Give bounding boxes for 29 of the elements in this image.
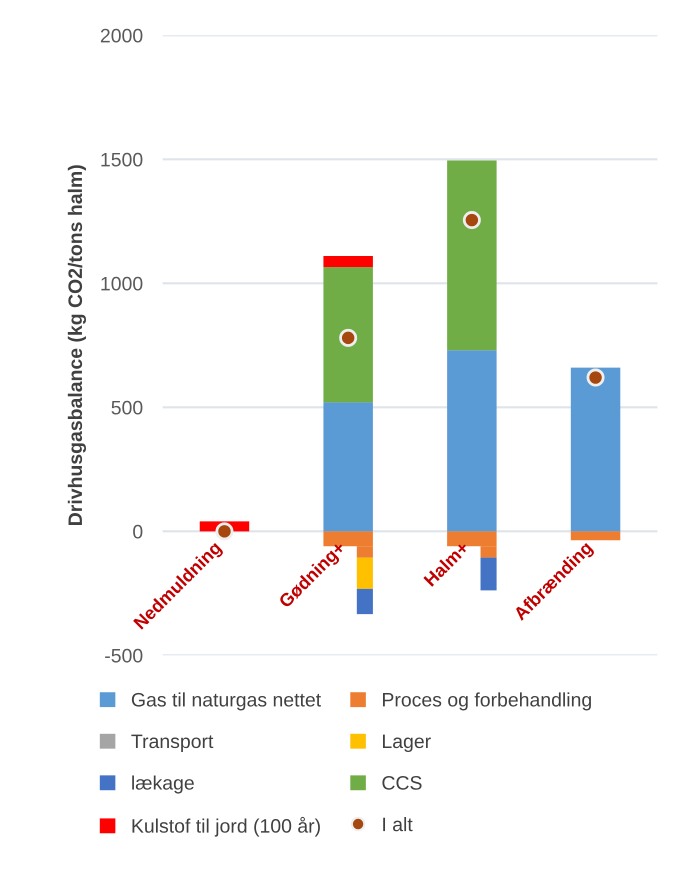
bar <box>323 256 373 268</box>
legend-label: Transport <box>131 734 214 752</box>
y-tick-label: -500 <box>105 648 142 663</box>
y-tick-label: 0 <box>133 524 142 539</box>
point <box>586 368 605 387</box>
y-tick-label: 1500 <box>101 152 142 167</box>
legend-label: Lager <box>383 734 431 752</box>
point <box>462 211 481 230</box>
point <box>339 328 358 347</box>
y-tick-label: 2000 <box>100 28 142 43</box>
bar <box>570 368 620 532</box>
bar <box>356 588 373 614</box>
bar <box>447 160 497 350</box>
point <box>215 522 234 540</box>
bar <box>356 558 373 589</box>
legend-label: CCS <box>382 776 422 790</box>
legend-label: Gas til naturgas nettet <box>132 692 322 710</box>
legend-label: I alt <box>383 817 413 832</box>
bar <box>447 350 497 532</box>
bar <box>480 558 497 590</box>
legend-label: lækage <box>132 775 194 794</box>
y-axis-title: Drivhusgasbalance (kg CO2/tons halm) <box>68 165 86 525</box>
bar <box>323 267 373 402</box>
legend-label: Proces og forbehandling <box>383 692 591 710</box>
legend-label: Kulstof til jord (100 år) <box>132 816 320 837</box>
y-tick-label: 500 <box>112 400 142 415</box>
y-tick-label: 1000 <box>101 276 142 291</box>
bar <box>323 402 373 532</box>
bar <box>570 531 620 540</box>
